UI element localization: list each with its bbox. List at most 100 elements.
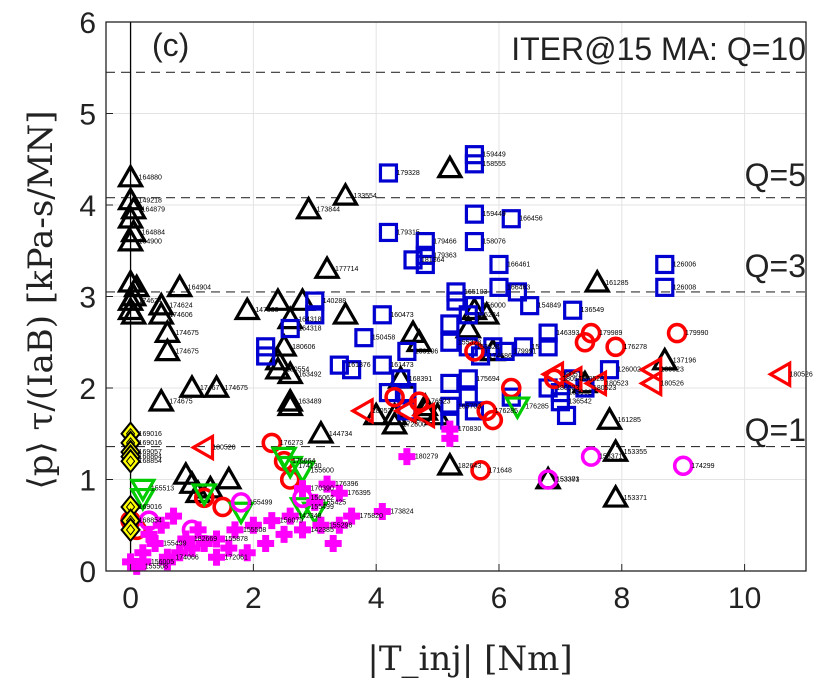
shot-label: 174606 [169,312,192,319]
data-point [116,163,145,188]
shot-label: 155499 [310,504,333,511]
data-point [208,530,226,548]
data-point [601,437,630,462]
data-point [294,195,323,220]
data-point [507,282,528,302]
shot-label: 182669 [194,536,217,543]
data-point [666,322,688,344]
shot-label: 169016 [139,504,162,511]
data-point [263,512,281,530]
ref-label-q3: Q=3 [745,248,806,284]
data-point [227,501,255,526]
shot-label: 180523 [581,376,604,383]
data-point [329,355,349,375]
shot-label: 158555 [482,161,505,168]
data-point [342,360,362,380]
shot-label: 166463 [507,284,530,291]
data-point [599,360,620,380]
data-point [275,525,293,543]
shot-label: 175694 [476,376,499,383]
data-point [436,451,464,476]
shot-label: 179363 [433,252,456,259]
shot-label: 154849 [538,303,561,310]
diamond-inner [125,524,136,536]
shot-label: 180526 [789,371,812,378]
shot-label: 156005 [151,559,174,566]
data-point [318,475,336,493]
data-point [638,355,663,384]
data-point [147,291,176,316]
y-tick-label: 1 [79,465,96,498]
shot-label: 160473 [390,312,413,319]
data-point [244,516,262,534]
shot-label: 144734 [329,431,352,438]
panel-label: (c) [152,27,189,63]
shot-label: 180279 [415,454,438,461]
data-point [276,387,304,412]
data-point [638,369,663,398]
shot-label: 171648 [489,467,512,474]
shot-label: 179328 [396,170,419,177]
data-point [226,521,244,539]
data-point [122,553,140,571]
data-point [257,535,275,553]
shot-label: 168854 [139,458,162,465]
data-point [279,469,301,490]
data-point [330,484,348,502]
data-point [378,222,399,243]
data-point [372,305,392,325]
shot-label: 147330 [255,307,278,314]
data-point [464,204,485,224]
data-point [220,539,238,557]
shot-label: 137196 [673,358,696,365]
data-point [270,332,298,357]
data-point [331,181,360,206]
data-point [196,474,225,499]
data-point [288,460,317,485]
shot-label: 155298 [329,522,352,529]
shot-label: 17467 [200,385,220,392]
data-point [276,360,304,385]
shot-label: 155284 [476,312,499,319]
shot-label: 155328 [458,339,481,346]
shot-label: 149218 [139,197,162,204]
shot-label: 164318 [298,316,321,323]
shot-label: 161285 [618,417,641,424]
data-point [483,337,503,357]
shot-label: 180523 [556,385,579,392]
data-point [129,487,157,513]
data-point [538,323,558,343]
data-point [373,503,391,521]
data-point [464,341,485,362]
data-point [190,433,215,462]
data-point [264,286,292,311]
shot-label: 180554 [286,367,309,374]
shot-label: 174130 [298,463,321,470]
data-point [537,469,559,490]
data-point [280,318,300,339]
data-point [190,483,219,508]
shot-label: 174624 [169,303,192,310]
y-tick-label: 0 [79,556,96,589]
shot-label: 153371 [624,495,647,502]
y-tick-label: 6 [79,7,96,40]
shot-label: 163489 [298,399,321,406]
data-point [119,300,148,325]
shot-label: 155499 [163,541,186,548]
diamond-inner [125,455,136,468]
shot-label: 142348 [298,513,321,520]
shot-label: 174675 [169,399,192,406]
shot-label: 170830 [458,426,481,433]
shot-label: 159106 [415,348,438,355]
shot-label: 164884 [142,229,165,236]
x-tick-label: 8 [613,582,630,615]
data-point [378,163,399,183]
data-point [189,521,207,539]
data-point [324,535,342,553]
shot-label: 179990 [685,330,708,337]
y-tick-label: 2 [79,373,96,406]
shot-label: 176285 [495,408,518,415]
data-point [349,397,374,425]
shot-label: 153303 [556,477,579,484]
